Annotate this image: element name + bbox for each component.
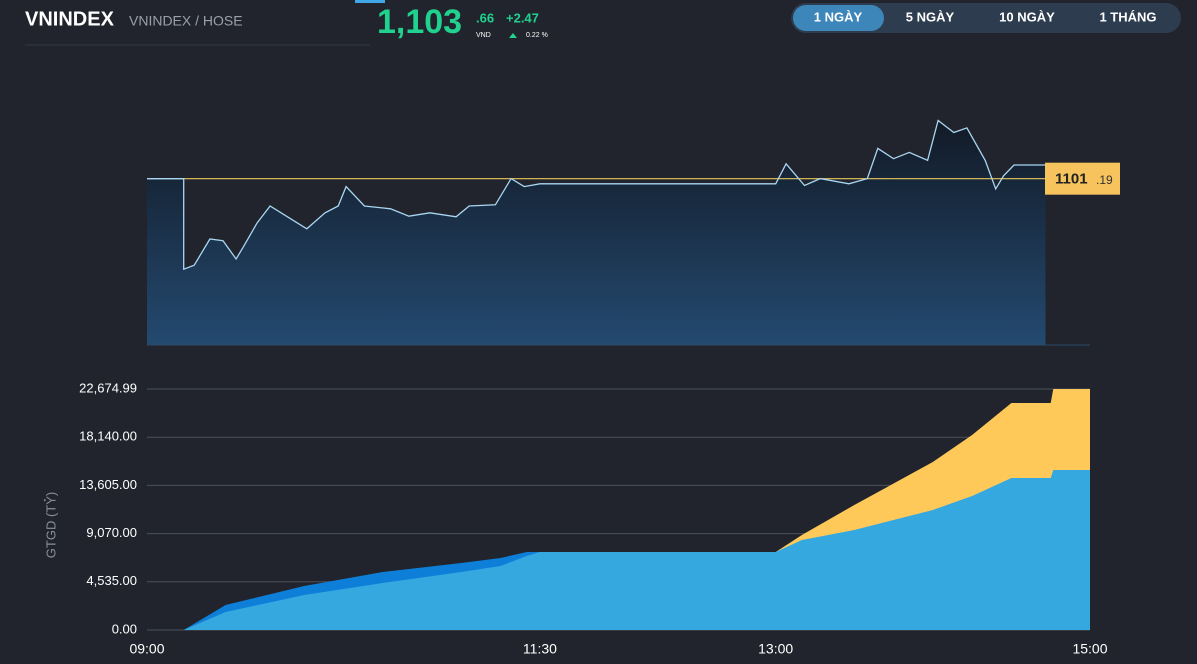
y-tick-label: 13,605.00 xyxy=(79,477,137,492)
change: +2.47 xyxy=(506,10,539,25)
line-area xyxy=(147,120,1046,345)
up-arrow xyxy=(509,33,517,38)
y-axis-label: GTGD (TỶ) xyxy=(43,492,58,558)
tab[interactable]: 10 NGÀY xyxy=(999,9,1055,24)
reference-badge xyxy=(1045,162,1120,195)
y-tick-label: 22,674.99 xyxy=(79,380,137,395)
symbol: VNINDEX xyxy=(25,8,115,30)
reference-label: 1101 xyxy=(1055,171,1088,188)
reference-label-decimal: .19 xyxy=(1096,173,1113,187)
tab[interactable]: 1 THÁNG xyxy=(1099,9,1156,24)
x-tick-label: 13:00 xyxy=(758,641,793,657)
tab-bar xyxy=(791,3,1181,33)
area xyxy=(147,470,1090,630)
y-tick-label: 9,070.00 xyxy=(86,525,137,540)
y-tick-label: 18,140.00 xyxy=(79,429,137,444)
currency: VND xyxy=(476,32,491,39)
tab-active[interactable] xyxy=(793,5,884,31)
x-tick-label: 09:00 xyxy=(129,641,164,657)
y-tick-label: 4,535.00 xyxy=(86,573,137,588)
tab[interactable]: 1 NGÀY xyxy=(814,9,863,24)
price: 1,103 xyxy=(377,3,462,41)
exchange: VNINDEX / HOSE xyxy=(129,13,243,29)
price-decimal: .66 xyxy=(476,10,494,25)
change-percent: 0.22 % xyxy=(526,32,548,39)
y-tick-label: 0.00 xyxy=(112,621,137,636)
tab[interactable]: 5 NGÀY xyxy=(906,9,955,24)
price-line xyxy=(147,119,1046,271)
x-tick-label: 15:00 xyxy=(1072,641,1107,657)
x-tick-label: 11:30 xyxy=(523,641,557,657)
indicator xyxy=(355,0,385,3)
